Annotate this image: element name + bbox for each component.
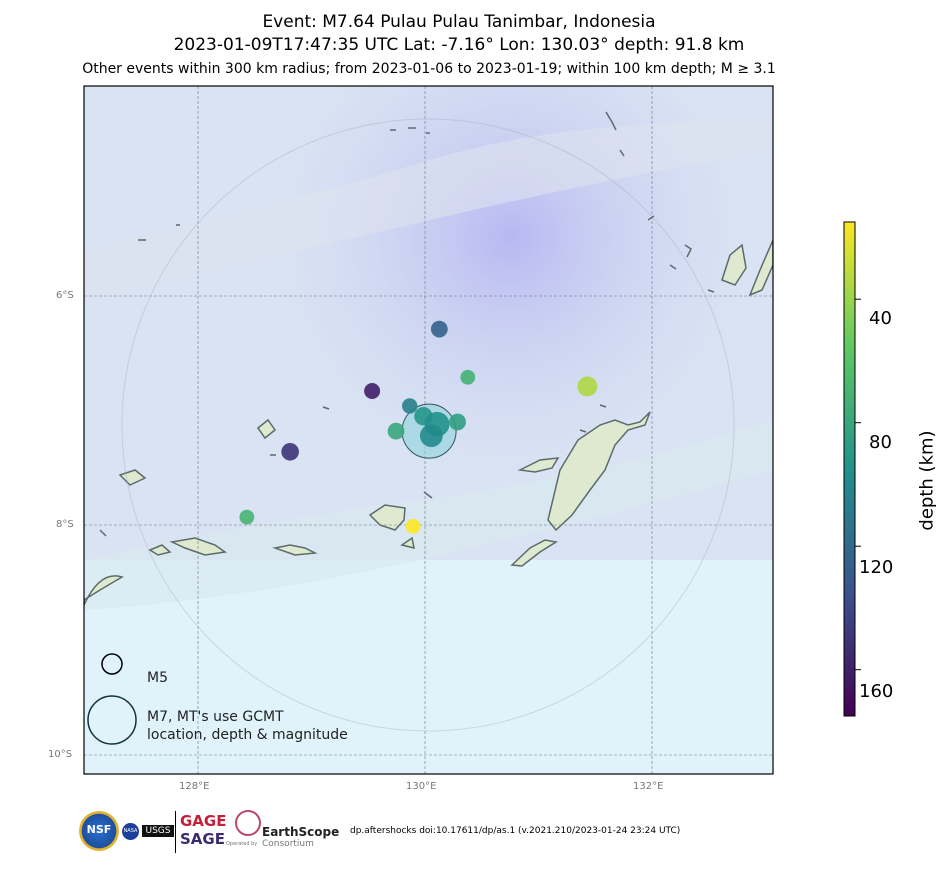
sage-logo: SAGE (180, 830, 225, 848)
title-line-3: Other events within 300 km radius; from … (82, 61, 776, 77)
small-islands (99, 111, 715, 537)
legend-label-m7-line2: location, depth & magnitude (147, 727, 348, 743)
lat-tick-8s: 8°S (56, 519, 74, 530)
radius-circle (121, 118, 735, 732)
event-marker-12 (405, 518, 421, 534)
event-marker-6 (419, 424, 443, 448)
colorbar (843, 221, 856, 717)
logo-divider (175, 811, 176, 853)
colorbar-tick-40: 40 (869, 308, 892, 329)
lon-tick-128: 128°E (179, 781, 210, 792)
event-marker-9 (281, 442, 299, 461)
event-marker-0 (430, 320, 448, 338)
legend-label-m7-line1: M7, MT's use GCMT (147, 709, 284, 725)
operated-by-text: Operated by (226, 841, 258, 847)
colorbar-title: depth (km) (916, 430, 938, 531)
event-marker-8 (387, 422, 405, 440)
lon-tick-130: 130°E (406, 781, 437, 792)
event-marker-10 (577, 376, 598, 397)
gage-logo: GAGE (180, 812, 227, 830)
event-marker-2 (364, 383, 381, 400)
map-background (84, 86, 773, 774)
title-line-2: 2023-01-09T17:47:35 UTC Lat: -7.16° Lon:… (173, 35, 745, 55)
colorbar-tick-160: 160 (859, 681, 894, 702)
legend-circle-m5 (101, 653, 123, 675)
earthscope-logo: EarthScope (262, 825, 340, 839)
land-masses (84, 239, 773, 606)
footer-citation: dp.aftershocks doi:10.17611/dp/as.1 (v.2… (350, 826, 681, 836)
colorbar-tick-80: 80 (869, 432, 892, 453)
consortium-text: Consortium (262, 839, 314, 849)
earthscope-icon (235, 810, 261, 836)
lon-tick-132: 132°E (633, 781, 664, 792)
colorbar-ticks (855, 298, 861, 671)
legend-circle-m7 (87, 695, 137, 745)
map-frame (83, 85, 774, 775)
event-marker-1 (460, 369, 476, 385)
events-layer (239, 320, 598, 534)
lat-tick-6s: 6°S (56, 290, 74, 301)
nsf-logo: NSF (79, 811, 119, 851)
title-line-1: Event: M7.64 Pulau Pulau Tanimbar, Indon… (262, 12, 656, 32)
usgs-logo: USGS (142, 825, 174, 837)
legend-label-m5: M5 (147, 670, 168, 686)
event-marker-7 (449, 413, 466, 431)
colorbar-tick-120: 120 (859, 557, 894, 578)
event-marker-3 (402, 398, 418, 414)
nasa-logo: NASA (122, 823, 139, 840)
event-marker-11 (239, 509, 255, 525)
lat-tick-10s: 10°S (48, 749, 73, 760)
